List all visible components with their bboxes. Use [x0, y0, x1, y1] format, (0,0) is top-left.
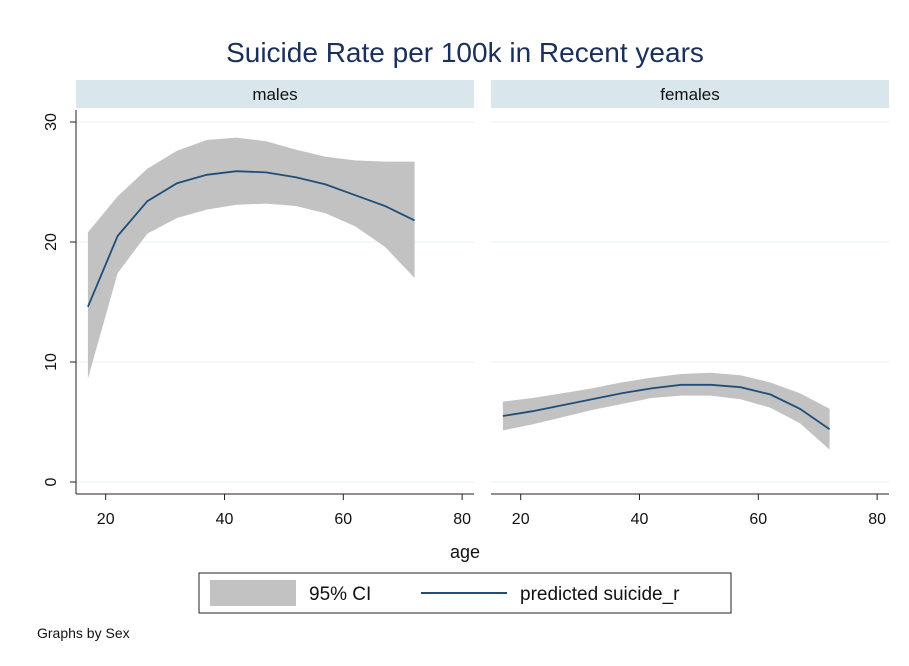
panel-males: males 20 40 60 80 0 10 20 30 [43, 80, 474, 528]
x-tick-label-females-20: 20 [512, 511, 530, 528]
legend: 95% CI predicted suicide_r [198, 572, 732, 614]
legend-label-ci: 95% CI [309, 584, 371, 605]
predicted-line-females [502, 383, 831, 430]
y-tick-label-0: 0 [43, 477, 60, 486]
chart-title: Suicide Rate per 100k in Recent years [226, 37, 704, 68]
x-tick-label-females-60: 60 [749, 511, 767, 528]
y-tick-label-20: 20 [43, 233, 60, 251]
strip-label-males: males [252, 85, 297, 104]
strip-females [491, 80, 889, 108]
x-tick-label-males-40: 40 [216, 511, 234, 528]
y-tick-label-30: 30 [43, 113, 60, 131]
x-tick-label-females-80: 80 [868, 511, 886, 528]
y-tick-label-10: 10 [43, 353, 60, 371]
x-tick-label-males-60: 60 [334, 511, 352, 528]
note-graphs-by: Graphs by Sex [37, 625, 130, 641]
ci-band-males [87, 137, 415, 379]
x-axis-title: age [450, 542, 480, 562]
legend-label-predicted: predicted suicide_r [520, 584, 680, 605]
x-tick-label-males-80: 80 [453, 511, 471, 528]
strip-males [76, 80, 474, 108]
ci-band-females [502, 372, 830, 450]
strip-label-females: females [660, 85, 720, 104]
predicted-line-males [87, 170, 415, 308]
panel-females: females 20 40 60 80 [491, 80, 889, 528]
x-tick-label-females-40: 40 [631, 511, 649, 528]
x-tick-label-males-20: 20 [97, 511, 115, 528]
legend-swatch-ci [210, 580, 296, 606]
